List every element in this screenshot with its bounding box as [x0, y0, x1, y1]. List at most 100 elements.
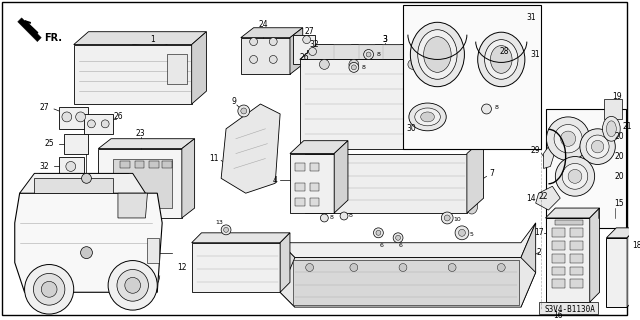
Polygon shape [543, 147, 556, 168]
Circle shape [444, 215, 450, 221]
Text: 27: 27 [305, 27, 314, 36]
Polygon shape [99, 139, 195, 148]
Text: 26: 26 [113, 112, 123, 121]
Text: FR.: FR. [44, 33, 62, 43]
Circle shape [448, 264, 456, 271]
Circle shape [396, 235, 401, 240]
Ellipse shape [598, 191, 615, 225]
Circle shape [319, 60, 329, 69]
Ellipse shape [418, 30, 457, 79]
Text: 27: 27 [40, 102, 49, 111]
Text: 3: 3 [383, 35, 388, 44]
Bar [552, 267, 565, 276]
Circle shape [547, 117, 589, 161]
Circle shape [497, 264, 505, 271]
Circle shape [250, 38, 257, 45]
Circle shape [568, 169, 582, 183]
Polygon shape [74, 44, 191, 104]
Text: 12: 12 [177, 263, 187, 272]
Circle shape [458, 229, 465, 236]
Bar [149, 161, 159, 168]
Polygon shape [589, 208, 600, 302]
Ellipse shape [424, 37, 451, 72]
Circle shape [66, 162, 76, 172]
Text: 7: 7 [489, 169, 494, 178]
Circle shape [399, 264, 407, 271]
Circle shape [482, 104, 492, 114]
Polygon shape [64, 134, 88, 154]
Circle shape [269, 38, 277, 45]
Ellipse shape [409, 103, 446, 131]
Ellipse shape [602, 116, 620, 141]
Circle shape [556, 156, 595, 196]
Circle shape [321, 214, 328, 222]
Text: 8: 8 [330, 215, 333, 220]
Ellipse shape [600, 204, 613, 212]
Polygon shape [290, 28, 303, 74]
Polygon shape [290, 141, 348, 154]
Bar [162, 161, 172, 168]
Text: 8: 8 [376, 52, 380, 57]
Circle shape [81, 247, 92, 259]
Text: 8: 8 [362, 65, 365, 70]
Bar [552, 279, 565, 288]
Polygon shape [118, 193, 147, 218]
Text: 24: 24 [259, 20, 268, 29]
Bar [570, 279, 583, 288]
Text: 26: 26 [300, 53, 310, 62]
Bar [570, 267, 583, 276]
Bar [552, 241, 565, 250]
Circle shape [308, 48, 317, 55]
Text: 15: 15 [614, 199, 624, 208]
Text: 28: 28 [499, 47, 509, 56]
Polygon shape [20, 173, 145, 193]
Circle shape [101, 120, 109, 128]
Ellipse shape [490, 45, 512, 73]
Polygon shape [280, 243, 295, 307]
Circle shape [241, 108, 246, 114]
Circle shape [442, 212, 453, 224]
Text: 5: 5 [470, 232, 474, 237]
Ellipse shape [420, 112, 435, 122]
Circle shape [125, 277, 141, 293]
Text: 8: 8 [349, 213, 353, 219]
Circle shape [42, 281, 57, 297]
Circle shape [408, 60, 418, 69]
Circle shape [447, 60, 457, 69]
Polygon shape [84, 114, 113, 134]
Polygon shape [182, 139, 195, 218]
Polygon shape [300, 60, 472, 148]
Text: 13: 13 [215, 220, 223, 225]
Ellipse shape [415, 108, 440, 126]
Text: 30: 30 [406, 124, 416, 133]
Circle shape [340, 212, 348, 220]
Circle shape [376, 230, 381, 235]
Polygon shape [74, 32, 207, 44]
Text: 14: 14 [526, 194, 536, 203]
Polygon shape [221, 104, 280, 193]
Circle shape [221, 225, 231, 235]
Polygon shape [536, 186, 560, 210]
Polygon shape [521, 223, 536, 307]
Circle shape [554, 124, 582, 153]
Text: 17: 17 [534, 228, 543, 237]
Text: 29: 29 [531, 146, 541, 155]
Text: 4: 4 [273, 176, 278, 185]
Circle shape [374, 228, 383, 238]
Text: 31: 31 [531, 50, 541, 59]
Polygon shape [280, 258, 536, 307]
Circle shape [117, 269, 148, 301]
Circle shape [24, 265, 74, 314]
Circle shape [455, 226, 469, 240]
Polygon shape [305, 154, 467, 213]
Polygon shape [18, 18, 42, 42]
Polygon shape [472, 44, 488, 148]
Text: 20: 20 [614, 152, 624, 161]
Circle shape [492, 52, 497, 58]
Text: 23: 23 [136, 129, 145, 138]
Circle shape [349, 60, 359, 69]
Text: 6: 6 [399, 243, 403, 248]
Text: 9: 9 [232, 97, 236, 106]
Circle shape [351, 65, 356, 70]
Text: 20: 20 [614, 132, 624, 141]
